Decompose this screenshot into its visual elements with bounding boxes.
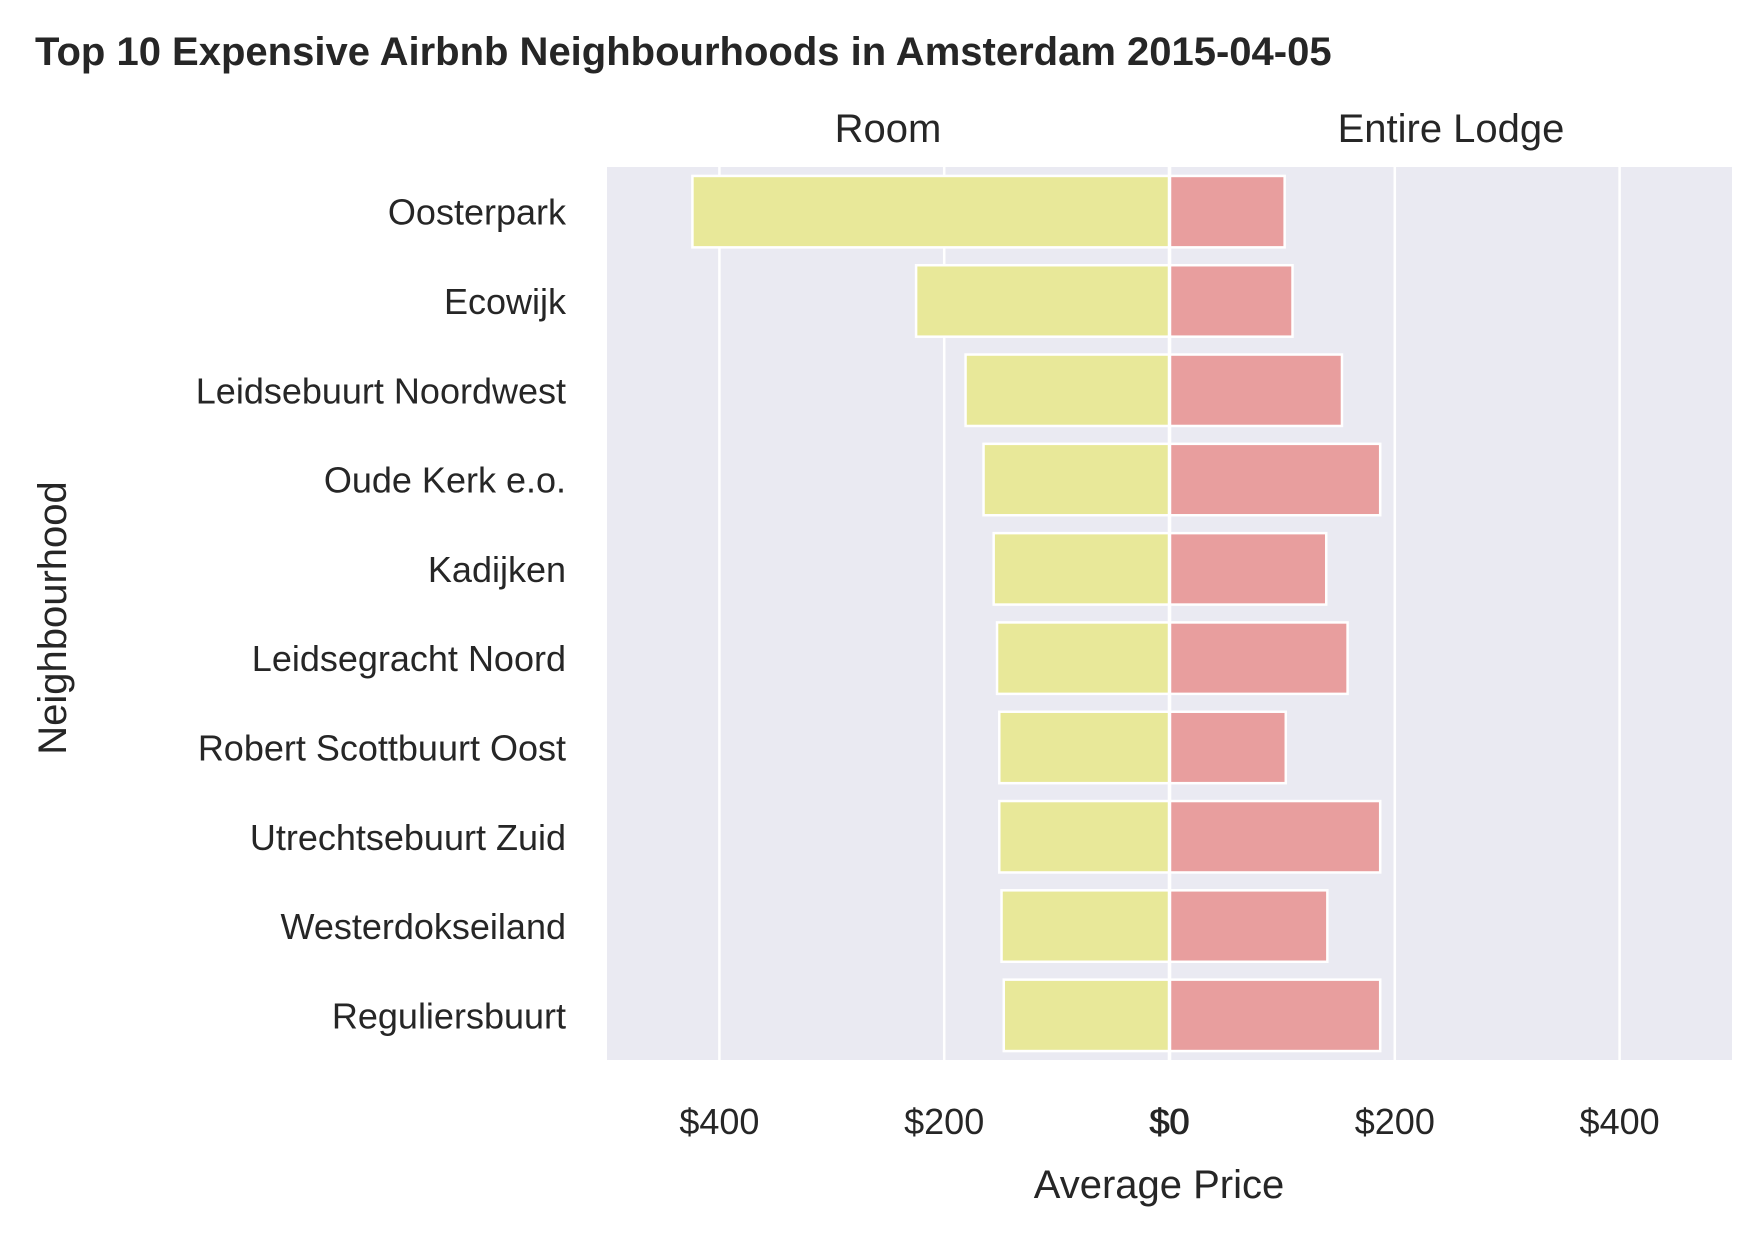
- y-axis-label: Neighbourhood: [31, 481, 75, 755]
- x-tick-label-room: $200: [904, 1101, 984, 1142]
- bar-room: [998, 799, 1171, 874]
- chart-title: Top 10 Expensive Airbnb Neighbourhoods i…: [35, 30, 1332, 74]
- bar-entire-lodge: [1168, 263, 1294, 338]
- bar-entire-lodge: [1168, 889, 1329, 964]
- y-tick-label: Westerdokseiland: [281, 906, 567, 947]
- x-tick-label-entire-lodge: $0: [1150, 1101, 1190, 1142]
- y-tick-label: Oosterpark: [388, 192, 567, 233]
- bar-entire-lodge: [1168, 978, 1382, 1053]
- bar-room: [914, 263, 1171, 338]
- panel-title-entire-lodge: Entire Lodge: [1338, 107, 1565, 151]
- bar-room: [995, 621, 1171, 696]
- x-tick-label-room: $0: [1149, 1101, 1189, 1142]
- y-tick-label: Ecowijk: [444, 281, 567, 322]
- x-tick-label-entire-lodge: $400: [1580, 1101, 1660, 1142]
- x-tick-label-entire-lodge: $200: [1355, 1101, 1435, 1142]
- x-axis-label: Average Price: [1034, 1163, 1285, 1207]
- bar-room: [998, 710, 1171, 785]
- bar-entire-lodge: [1168, 442, 1382, 517]
- y-tick-label: Leidsegracht Noord: [252, 638, 566, 679]
- bar-entire-lodge: [1168, 174, 1286, 249]
- y-tick-label: Kadijken: [428, 549, 566, 590]
- y-tick-label: Oude Kerk e.o.: [324, 460, 566, 501]
- bar-entire-lodge: [1168, 531, 1328, 606]
- y-tick-label: Utrechtsebuurt Zuid: [250, 817, 566, 858]
- bar-room: [1000, 889, 1171, 964]
- bar-room: [1002, 978, 1171, 1053]
- bar-entire-lodge: [1168, 710, 1288, 785]
- y-tick-label: Leidsebuurt Noordwest: [196, 370, 566, 411]
- panel-title-room: Room: [835, 107, 942, 151]
- bar-room: [964, 353, 1171, 428]
- y-tick-label: Reguliersbuurt: [332, 995, 566, 1036]
- bar-entire-lodge: [1168, 621, 1349, 696]
- bar-entire-lodge: [1168, 799, 1382, 874]
- bar-room: [691, 174, 1171, 249]
- x-tick-label-room: $400: [679, 1101, 759, 1142]
- bar-entire-lodge: [1168, 353, 1344, 428]
- bar-room: [992, 531, 1171, 606]
- bar-room: [982, 442, 1171, 517]
- y-tick-label: Robert Scottbuurt Oost: [198, 727, 566, 768]
